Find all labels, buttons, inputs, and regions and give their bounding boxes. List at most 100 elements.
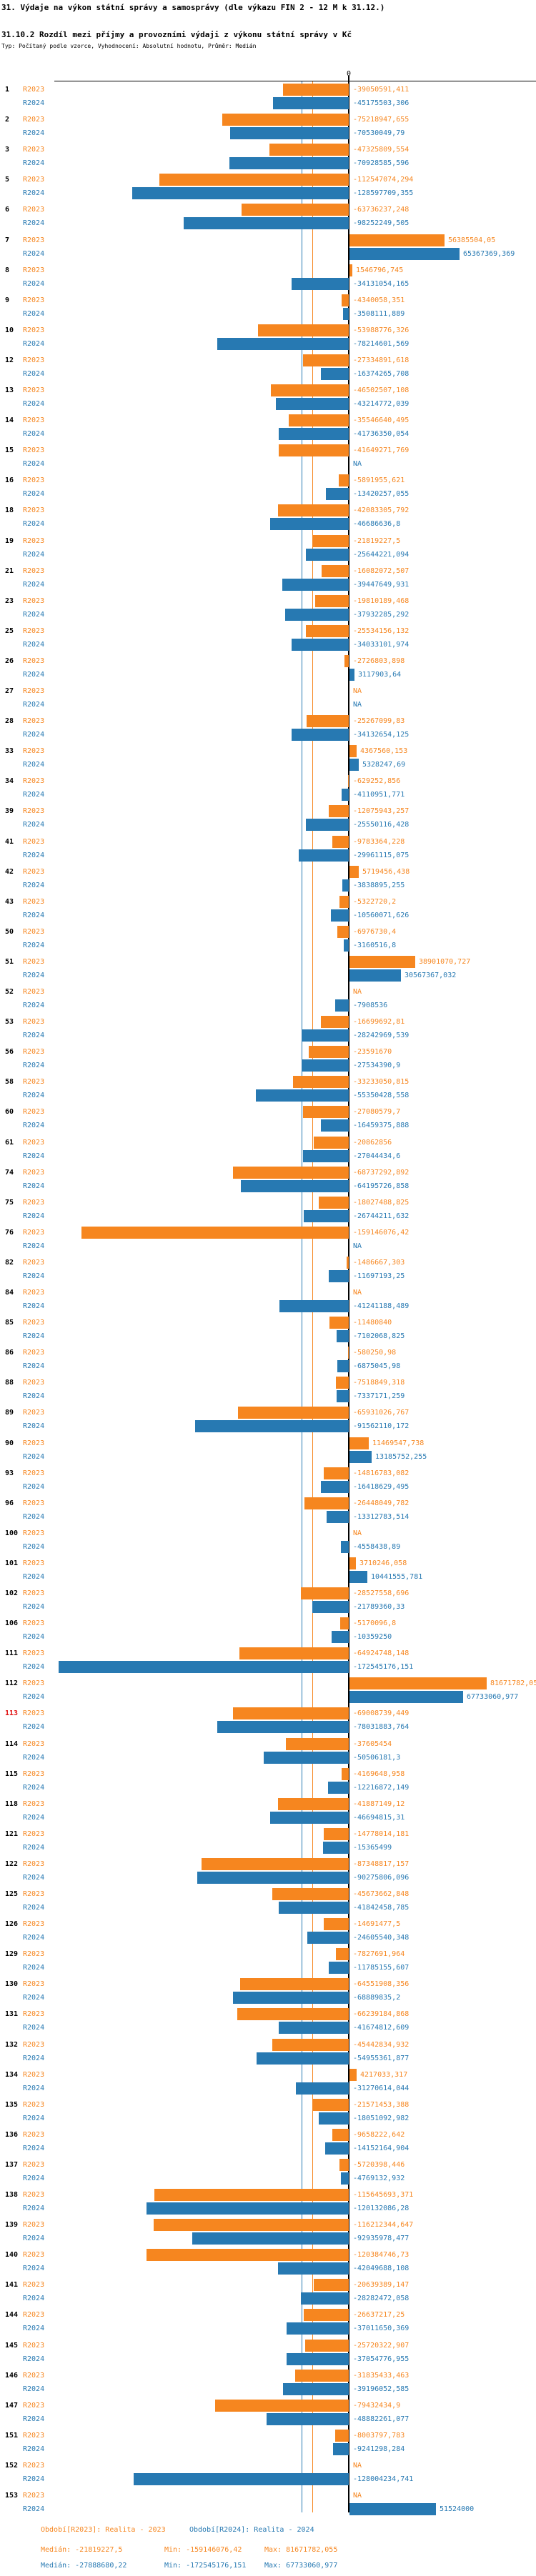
bar-r2023[interactable] bbox=[339, 2158, 349, 2171]
bar-r2024[interactable] bbox=[292, 277, 349, 290]
bar-r2023[interactable] bbox=[348, 775, 349, 788]
bar-r2024[interactable] bbox=[321, 1119, 349, 1132]
bar-r2024[interactable] bbox=[349, 668, 354, 681]
bar-r2024[interactable] bbox=[292, 638, 349, 651]
bar-r2023[interactable] bbox=[271, 384, 349, 396]
bar-r2024[interactable] bbox=[230, 127, 349, 140]
bar-r2023[interactable] bbox=[233, 1707, 349, 1720]
bar-r2023[interactable] bbox=[147, 2249, 349, 2262]
bar-r2023[interactable] bbox=[349, 234, 445, 246]
bar-r2024[interactable] bbox=[296, 2082, 349, 2095]
bar-r2024[interactable] bbox=[349, 1691, 463, 1704]
bar-r2023[interactable] bbox=[335, 2429, 349, 2442]
bar-r2023[interactable] bbox=[312, 534, 349, 547]
bar-r2024[interactable] bbox=[273, 97, 349, 109]
bar-r2023[interactable] bbox=[240, 1978, 349, 1991]
bar-r2023[interactable] bbox=[295, 2369, 349, 2382]
bar-r2023[interactable] bbox=[349, 1437, 369, 1449]
bar-r2023[interactable] bbox=[340, 1617, 349, 1630]
bar-r2023[interactable] bbox=[233, 1166, 349, 1179]
bar-r2024[interactable] bbox=[301, 2292, 349, 2305]
bar-r2023[interactable] bbox=[349, 2068, 357, 2081]
bar-r2024[interactable] bbox=[306, 548, 349, 561]
bar-r2023[interactable] bbox=[301, 1587, 349, 1599]
bar-r2024[interactable] bbox=[285, 608, 349, 621]
bar-r2024[interactable] bbox=[306, 819, 349, 832]
bar-r2024[interactable] bbox=[349, 1570, 367, 1583]
bar-r2024[interactable] bbox=[279, 428, 349, 441]
bar-r2023[interactable] bbox=[314, 1136, 349, 1149]
bar-r2023[interactable] bbox=[309, 1046, 349, 1059]
bar-r2023[interactable] bbox=[314, 2279, 349, 2292]
bar-r2023[interactable] bbox=[278, 1797, 349, 1810]
bar-r2023[interactable] bbox=[215, 2399, 349, 2412]
bar-r2023[interactable] bbox=[319, 1196, 349, 1209]
bar-r2024[interactable] bbox=[283, 2382, 349, 2395]
bar-r2023[interactable] bbox=[305, 2339, 349, 2352]
bar-r2024[interactable] bbox=[332, 1631, 349, 1644]
bar-r2024[interactable] bbox=[342, 789, 349, 802]
bar-r2023[interactable] bbox=[237, 2008, 349, 2021]
bar-r2023[interactable] bbox=[242, 204, 349, 216]
bar-r2023[interactable] bbox=[342, 294, 349, 306]
bar-r2024[interactable] bbox=[282, 578, 349, 591]
bar-r2024[interactable] bbox=[341, 2172, 349, 2185]
bar-r2024[interactable] bbox=[197, 1871, 349, 1884]
bar-r2023[interactable] bbox=[337, 925, 349, 938]
bar-r2024[interactable] bbox=[287, 2352, 349, 2365]
bar-r2024[interactable] bbox=[132, 187, 349, 200]
bar-r2023[interactable] bbox=[349, 955, 415, 968]
bar-r2023[interactable] bbox=[154, 2189, 349, 2201]
bar-r2023[interactable] bbox=[324, 1467, 349, 1479]
bar-r2023[interactable] bbox=[304, 1497, 349, 1509]
bar-r2024[interactable] bbox=[229, 157, 349, 170]
bar-r2024[interactable] bbox=[279, 1902, 349, 1914]
bar-r2023[interactable] bbox=[332, 2128, 349, 2141]
bar-r2023[interactable] bbox=[303, 1106, 349, 1119]
bar-r2024[interactable] bbox=[276, 398, 349, 410]
bar-r2023[interactable] bbox=[344, 654, 349, 667]
bar-r2024[interactable] bbox=[326, 488, 349, 501]
bar-r2023[interactable] bbox=[349, 1557, 356, 1569]
bar-r2023[interactable] bbox=[81, 1226, 349, 1239]
bar-r2024[interactable] bbox=[264, 1751, 349, 1764]
bar-r2023[interactable] bbox=[315, 594, 349, 607]
bar-r2024[interactable] bbox=[192, 2232, 349, 2245]
bar-r2023[interactable] bbox=[304, 2309, 349, 2322]
bar-r2024[interactable] bbox=[344, 939, 349, 952]
bar-r2024[interactable] bbox=[341, 1540, 349, 1553]
bar-r2023[interactable] bbox=[258, 324, 349, 336]
bar-r2023[interactable] bbox=[278, 504, 349, 517]
bar-r2023[interactable] bbox=[332, 835, 349, 848]
bar-r2023[interactable] bbox=[279, 444, 349, 457]
bar-r2024[interactable] bbox=[217, 1721, 349, 1734]
bar-r2023[interactable] bbox=[312, 2098, 349, 2111]
bar-r2024[interactable] bbox=[267, 2412, 349, 2425]
bar-r2024[interactable] bbox=[328, 1781, 349, 1794]
bar-r2024[interactable] bbox=[279, 1300, 349, 1312]
bar-r2023[interactable] bbox=[342, 1767, 349, 1780]
bar-r2023[interactable] bbox=[306, 624, 349, 637]
bar-r2023[interactable] bbox=[303, 354, 349, 366]
bar-r2024[interactable] bbox=[303, 1149, 349, 1162]
bar-r2023[interactable] bbox=[272, 2038, 349, 2051]
bar-r2024[interactable] bbox=[333, 2442, 349, 2455]
bar-r2024[interactable] bbox=[292, 729, 349, 742]
bar-r2023[interactable] bbox=[321, 1016, 349, 1029]
bar-r2023[interactable] bbox=[339, 895, 349, 908]
bar-r2023[interactable] bbox=[283, 84, 349, 96]
bar-r2023[interactable] bbox=[336, 1948, 349, 1961]
bar-r2023[interactable] bbox=[336, 1377, 349, 1389]
bar-r2024[interactable] bbox=[195, 1420, 349, 1433]
bar-r2024[interactable] bbox=[349, 759, 359, 772]
bar-r2024[interactable] bbox=[312, 1601, 349, 1613]
bar-r2024[interactable] bbox=[329, 1269, 349, 1282]
bar-r2023[interactable] bbox=[329, 805, 349, 818]
bar-r2023[interactable] bbox=[293, 1076, 349, 1089]
bar-r2024[interactable] bbox=[302, 1059, 349, 1072]
bar-r2024[interactable] bbox=[217, 337, 349, 350]
bar-r2023[interactable] bbox=[329, 1317, 349, 1329]
bar-r2024[interactable] bbox=[270, 1811, 349, 1824]
bar-r2024[interactable] bbox=[337, 1360, 349, 1373]
bar-r2024[interactable] bbox=[270, 518, 349, 531]
